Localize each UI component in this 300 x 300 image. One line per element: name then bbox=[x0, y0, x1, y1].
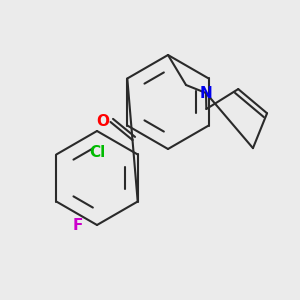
Text: F: F bbox=[73, 218, 83, 232]
Text: N: N bbox=[200, 85, 212, 100]
Text: Cl: Cl bbox=[89, 145, 105, 160]
Text: O: O bbox=[96, 115, 109, 130]
